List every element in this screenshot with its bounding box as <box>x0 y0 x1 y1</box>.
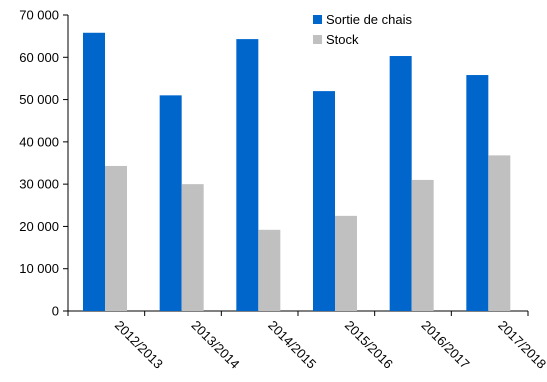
x-tick-label: 2013/2014 <box>189 318 243 372</box>
bar-sortie-de-chais-1 <box>159 95 182 311</box>
y-tick-label: 10 000 <box>19 261 59 276</box>
bar-stock-4 <box>411 179 434 311</box>
legend-swatch <box>313 15 322 24</box>
bar-sortie-de-chais-0 <box>83 32 105 311</box>
chart-axes <box>63 14 529 316</box>
chart-bars <box>83 32 511 312</box>
chart-legend: Sortie de chais Stock <box>302 8 442 53</box>
bar-stock-3 <box>335 215 357 311</box>
bar-sortie-de-chais-2 <box>236 39 259 312</box>
legend-swatch <box>313 35 322 44</box>
x-tick-label: 2012/2013 <box>112 318 166 372</box>
x-tick-label: 2014/2015 <box>265 318 319 372</box>
y-tick-label: 30 000 <box>19 177 59 192</box>
legend-label: Stock <box>326 32 359 47</box>
y-tick-label: 60 000 <box>19 50 59 65</box>
x-tick-label: 2016/2017 <box>419 318 473 372</box>
bar-sortie-de-chais-3 <box>313 91 335 311</box>
x-tick-label: 2017/2018 <box>495 318 547 372</box>
bar-stock-0 <box>105 165 127 311</box>
bar-sortie-de-chais-5 <box>466 75 489 311</box>
bar-stock-1 <box>181 184 204 311</box>
y-tick-label: 50 000 <box>19 92 59 107</box>
y-tick-label: 20 000 <box>19 219 59 234</box>
bar-stock-5 <box>488 155 511 311</box>
y-tick-label: 70 000 <box>19 8 59 23</box>
legend-box <box>302 8 442 53</box>
bar-sortie-de-chais-4 <box>389 56 412 311</box>
y-tick-label: 0 <box>52 304 59 319</box>
x-tick-label: 2015/2016 <box>342 318 396 372</box>
bar-stock-2 <box>258 229 281 311</box>
y-tick-label: 40 000 <box>19 134 59 149</box>
legend-label: Sortie de chais <box>326 12 412 27</box>
